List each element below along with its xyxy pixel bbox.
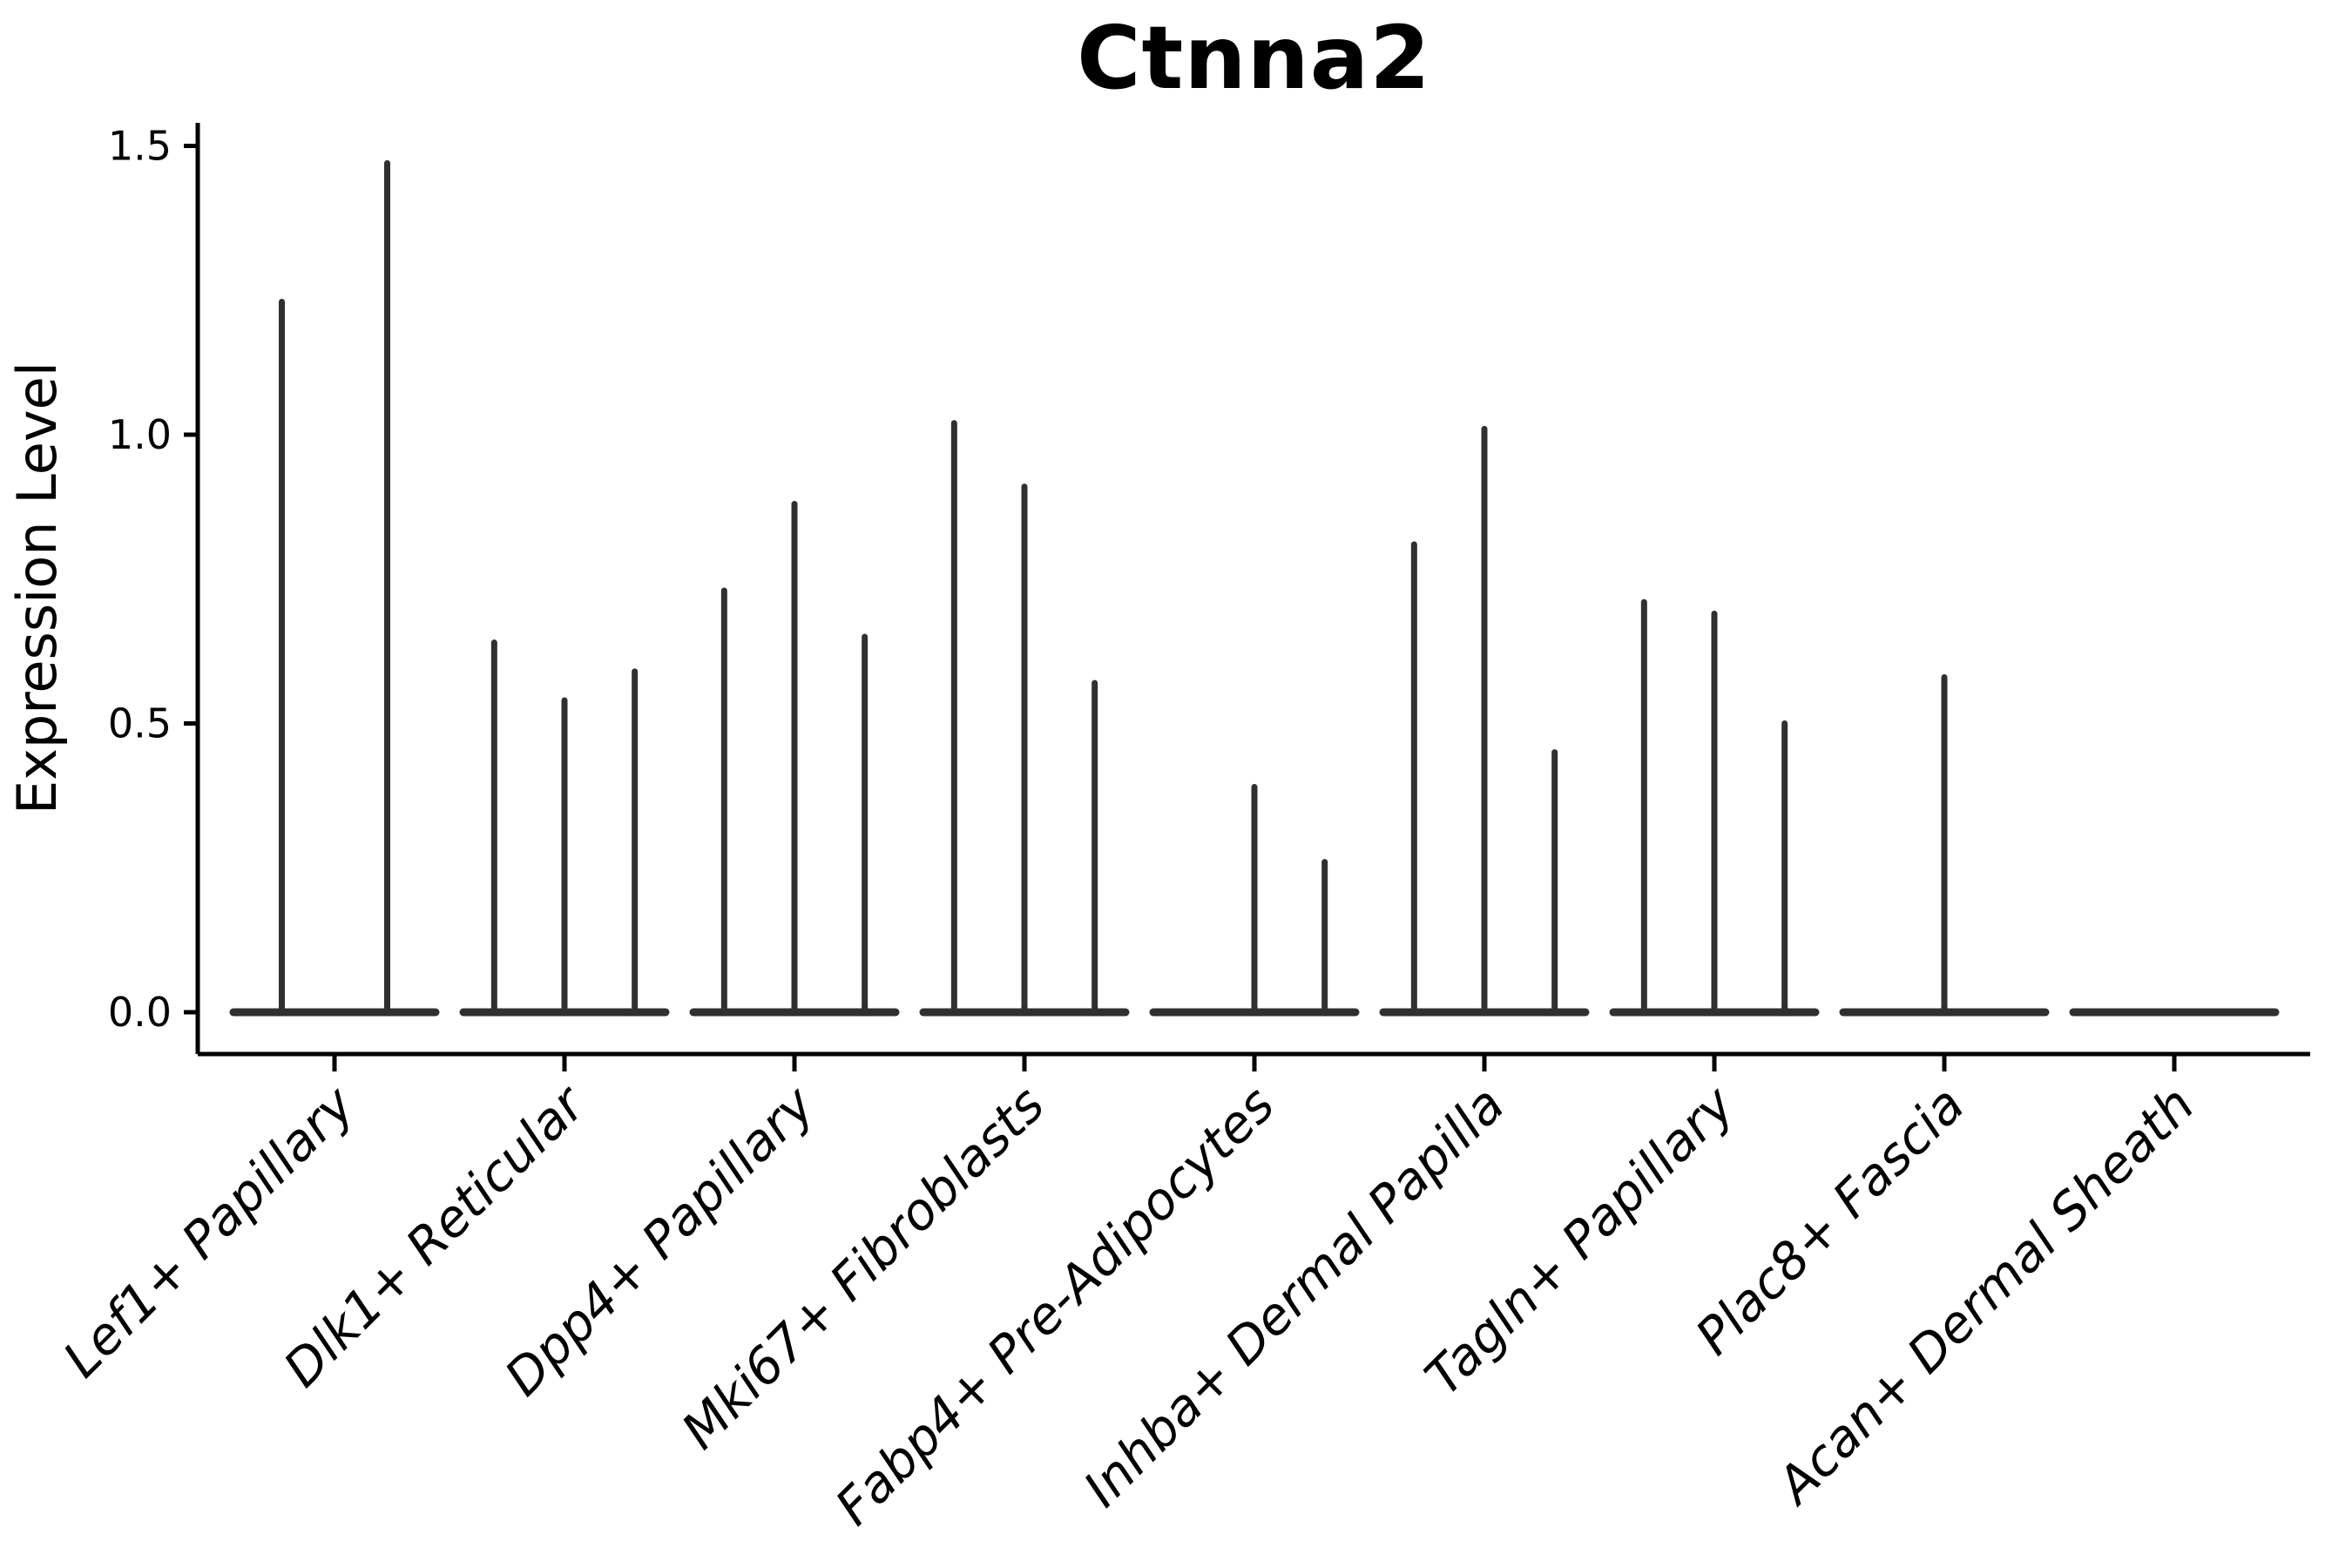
y-axis-label: Expression Level [5,362,69,814]
x-category-label: Acan+ Dermal Sheath [1763,1075,2206,1517]
x-category-label: Inhba+ Dermal Papilla [1072,1075,1516,1518]
chart-title: Ctnna2 [1077,7,1431,109]
x-category-label: Fabp4+ Pre-Adipocytes [824,1075,1286,1537]
y-tick-label: 1.5 [108,123,172,170]
y-tick-label: 0.0 [108,989,172,1036]
y-tick-label: 1.0 [108,411,172,458]
y-tick-label: 0.5 [108,700,172,747]
